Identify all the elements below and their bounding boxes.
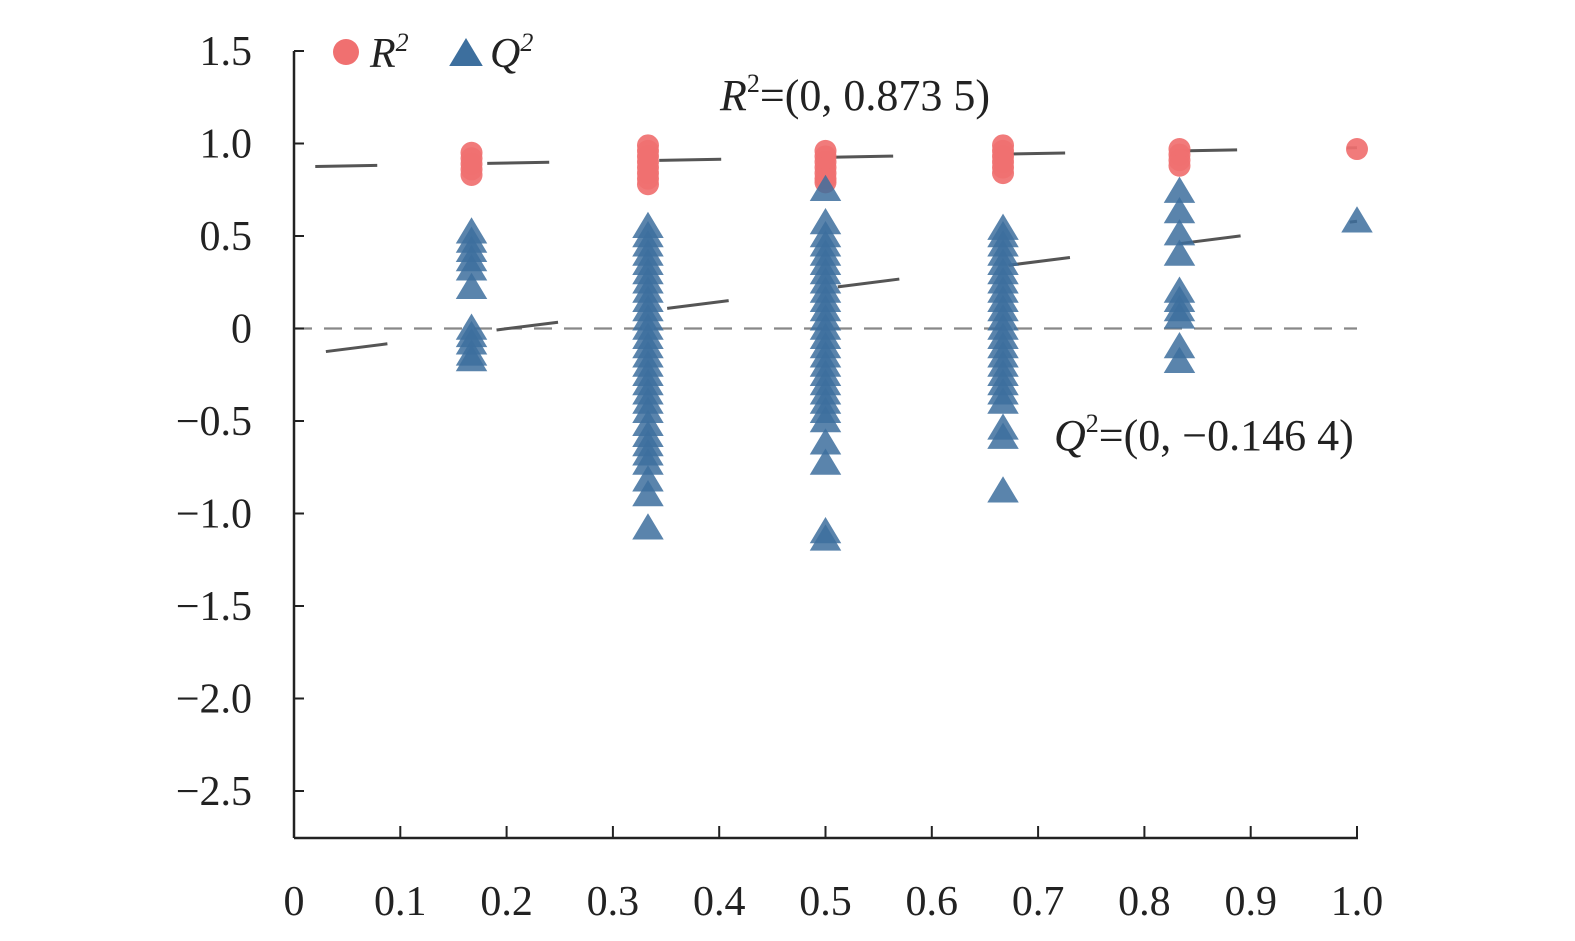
legend-r2-marker: [333, 39, 359, 65]
y-tick-label: 0.5: [200, 214, 253, 260]
legend-r2-label: R2: [369, 28, 409, 77]
r2-point: [992, 162, 1015, 185]
q2-point: [1163, 219, 1196, 246]
r2-point: [636, 173, 659, 196]
y-tick-label: −0.5: [176, 399, 252, 445]
q2-point: [1163, 302, 1196, 329]
data-points: [455, 134, 1373, 551]
x-tick-label: 0.5: [799, 879, 852, 925]
y-tick-label: −1.5: [176, 584, 252, 630]
x-tick-label: 0.8: [1118, 879, 1171, 925]
y-tick-label: 0: [231, 307, 252, 353]
r2-intercept-annotation: R2=(0, 0.873 5): [719, 69, 990, 120]
q2-point: [809, 524, 842, 551]
annotations: R2=(0, 0.873 5) Q2=(0, −0.146 4): [719, 69, 1354, 460]
q2-point: [455, 254, 488, 281]
x-tick-label: 1.0: [1331, 879, 1384, 925]
q2-point: [1341, 206, 1373, 233]
q2-point: [987, 476, 1019, 503]
y-tick-label: 1.5: [200, 29, 253, 75]
q2-point: [1163, 196, 1196, 224]
x-tick-label: 0.7: [1012, 879, 1065, 925]
x-tick-label: 0.1: [374, 879, 427, 925]
q2-point: [809, 448, 842, 475]
legend: R2 Q2: [333, 28, 533, 77]
x-tick-label: 0: [284, 879, 305, 925]
axes: 1.5 1.0 0.5 0 −0.5 −1.0 −1.5 −2.0 −2.5 0 0.1 0.2 0.3…: [176, 29, 1383, 925]
legend-q2-label: Q2: [490, 28, 533, 77]
q2-point: [632, 513, 664, 540]
x-tick-label: 0.2: [480, 879, 533, 925]
q2-point: [1163, 332, 1196, 359]
q2-point: [809, 174, 842, 201]
x-tick-label: 0.3: [587, 879, 640, 925]
q2-point: [1163, 176, 1196, 203]
r2-point: [460, 163, 483, 186]
q2-point: [632, 465, 664, 492]
q2-point: [1163, 346, 1196, 374]
q2-point: [1163, 239, 1196, 266]
y-tick-label: −2.5: [176, 769, 252, 815]
y-tick-label: 1.0: [200, 122, 253, 168]
q2-intercept-annotation: Q2=(0, −0.146 4): [1054, 409, 1354, 460]
legend-q2-marker: [449, 38, 483, 66]
q2-point: [987, 387, 1019, 414]
r2-point: [1346, 138, 1368, 161]
y-tick-label: −1.0: [176, 492, 252, 538]
q2-point: [632, 480, 664, 507]
x-tick-label: 0.4: [693, 879, 746, 925]
x-tick-label: 0.9: [1224, 879, 1277, 925]
y-tick-label: −2.0: [176, 677, 252, 723]
r2-point: [1168, 154, 1191, 177]
q2-point: [809, 428, 842, 455]
q2-point: [632, 448, 664, 475]
x-tick-label: 0.6: [906, 879, 959, 925]
q2-point: [987, 422, 1019, 449]
q2-point: [455, 344, 488, 372]
q2-point: [455, 272, 488, 300]
q2-point: [809, 406, 842, 433]
